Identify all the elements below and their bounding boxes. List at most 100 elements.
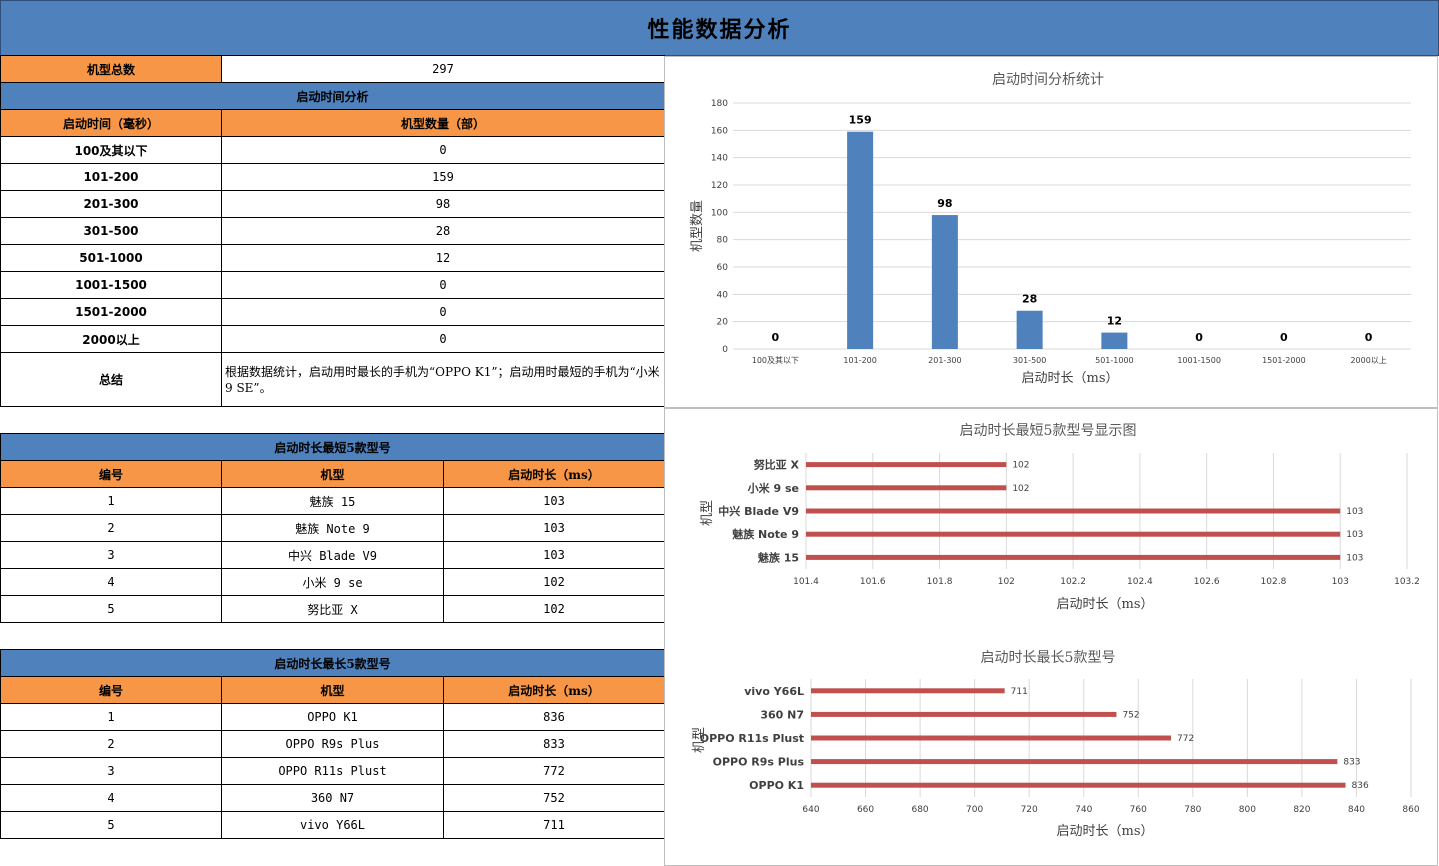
- x-tick-label: 760: [1130, 805, 1147, 815]
- table-row: 1 魅族 15 103: [0, 487, 666, 515]
- header-startup-time: 启动时间（毫秒）: [0, 109, 222, 137]
- startup-table: 机型总数 297 启动时间分析 启动时间（毫秒） 机型数量（部） 100及其以下…: [0, 55, 665, 407]
- model-total-value: 297: [221, 55, 665, 83]
- x-tick-label: 102: [998, 577, 1015, 587]
- bar: [1101, 332, 1128, 349]
- shortest-models-chart: 启动时长最短5款型号显示图 101.4 101.6 101.8 102 102.2 102.…: [700, 423, 1420, 612]
- x-tick-label: 103: [1332, 577, 1349, 587]
- y-tick-label: 魅族 Note 9: [732, 527, 799, 541]
- no-cell: 1: [0, 487, 222, 515]
- time-cell: 103: [442, 541, 666, 569]
- x-tick-label: 102.2: [1060, 577, 1086, 587]
- count-cell: 12: [221, 244, 665, 272]
- bar: [806, 485, 1007, 491]
- data-label: 711: [1011, 687, 1028, 697]
- data-label: 102: [1012, 484, 1029, 494]
- count-cell: 0: [221, 325, 665, 353]
- x-tick-label: 101-200: [843, 356, 876, 365]
- count-cell: 0: [221, 298, 665, 326]
- x-tick-label: 102.4: [1127, 577, 1153, 587]
- data-label: 98: [937, 197, 952, 210]
- data-label: 0: [1195, 331, 1203, 344]
- no-cell: 4: [0, 784, 222, 812]
- bar: [811, 711, 1117, 717]
- x-tick-label: 501-1000: [1095, 356, 1134, 365]
- y-tick-label: 80: [717, 236, 729, 246]
- bar: [806, 508, 1341, 514]
- x-tick-label: 740: [1075, 805, 1092, 815]
- header-no: 编号: [0, 676, 222, 704]
- count-cell: 159: [221, 163, 665, 191]
- table-row: 2 OPPO R9s Plus 833: [0, 730, 666, 758]
- conclusion-text: 根据数据统计，启动用时最长的手机为“OPPO K1”；启动用时最短的手机为“小米…: [221, 352, 665, 407]
- x-tick-label: 840: [1348, 805, 1365, 815]
- x-tick-label: 103.2: [1394, 577, 1420, 587]
- x-tick-label: 201-300: [928, 356, 961, 365]
- longest-models-chart: 启动时长最长5款型号 640 660 680 700 720 740 760 780 800 820…: [692, 650, 1420, 839]
- no-cell: 2: [0, 730, 222, 758]
- data-label: 102: [1012, 461, 1029, 471]
- header-time: 启动时长（ms）: [442, 460, 666, 488]
- time-cell: 102: [442, 568, 666, 596]
- page-title: 性能数据分析: [0, 0, 1439, 56]
- y-tick-label: 60: [717, 263, 729, 273]
- range-cell: 100及其以下: [0, 136, 222, 164]
- y-tick-label: OPPO K1: [749, 779, 804, 792]
- x-tick-label: 101.4: [793, 577, 819, 587]
- table-row: 4 360 N7 752: [0, 784, 666, 812]
- y-tick-label: 180: [711, 99, 728, 109]
- model-cell: 魅族 15: [221, 487, 444, 515]
- table-row: 4 小米 9 se 102: [0, 568, 666, 596]
- data-label: 836: [1352, 781, 1369, 791]
- bar: [806, 462, 1007, 468]
- x-tick-label: 301-500: [1013, 356, 1046, 365]
- y-axis-label: 机型数量: [690, 200, 705, 252]
- x-tick-label: 100及其以下: [752, 356, 799, 365]
- x-tick-label: 101.8: [927, 577, 953, 587]
- data-label: 159: [849, 114, 872, 127]
- chart-title: 启动时长最长5款型号: [981, 650, 1116, 666]
- range-cell: 1001-1500: [0, 271, 222, 299]
- x-axis-label: 启动时长（ms）: [1057, 824, 1154, 839]
- x-axis-label: 启动时长（ms）: [1057, 597, 1154, 612]
- shortest-table: 启动时长最短5款型号 编号 机型 启动时长（ms） 1 魅族 15 103 2 魅族 …: [0, 433, 666, 623]
- conclusion-label: 总结: [0, 352, 222, 407]
- x-tick-label: 1001-1500: [1177, 356, 1221, 365]
- bar: [847, 131, 874, 349]
- conclusion-row: 总结 根据数据统计，启动用时最长的手机为“OPPO K1”；启动用时最短的手机为…: [0, 352, 665, 407]
- data-label: 752: [1122, 710, 1139, 720]
- header-model: 机型: [221, 676, 444, 704]
- startup-time-chart: 启动时间分析统计0204060801001201401601800100及其以下…: [690, 72, 1411, 386]
- x-tick-label: 2000以上: [1350, 356, 1386, 365]
- table-row: 5 vivo Y66L 711: [0, 811, 666, 839]
- model-cell: 魅族 Note 9: [221, 514, 444, 542]
- no-cell: 4: [0, 568, 222, 596]
- time-cell: 711: [442, 811, 666, 839]
- count-cell: 98: [221, 190, 665, 218]
- y-tick-label: OPPO R9s Plus: [713, 756, 805, 769]
- model-total-label: 机型总数: [0, 55, 222, 83]
- table-row: 2000以上 0: [0, 325, 665, 353]
- bar: [811, 759, 1338, 765]
- data-label: 772: [1177, 734, 1194, 744]
- model-cell: 努比亚 X: [221, 595, 444, 623]
- table-row: 2 魅族 Note 9 103: [0, 514, 666, 542]
- x-tick-label: 780: [1184, 805, 1201, 815]
- data-label: 103: [1346, 530, 1363, 540]
- y-tick-label: 140: [711, 154, 728, 164]
- y-tick-label: 100: [711, 208, 728, 218]
- data-label: 0: [1280, 331, 1288, 344]
- x-tick-label: 102.8: [1261, 577, 1287, 587]
- bar: [811, 735, 1171, 741]
- table-row: 301-500 28: [0, 217, 665, 245]
- count-cell: 0: [221, 136, 665, 164]
- x-tick-label: 101.6: [860, 577, 886, 587]
- table-row: 201-300 98: [0, 190, 665, 218]
- table-row: 3 中兴 Blade V9 103: [0, 541, 666, 569]
- table-row: 3 OPPO R11s Plust 772: [0, 757, 666, 785]
- table-row: 501-1000 12: [0, 244, 665, 272]
- data-label: 12: [1107, 315, 1122, 328]
- no-cell: 2: [0, 514, 222, 542]
- model-total-row: 机型总数 297: [0, 55, 665, 83]
